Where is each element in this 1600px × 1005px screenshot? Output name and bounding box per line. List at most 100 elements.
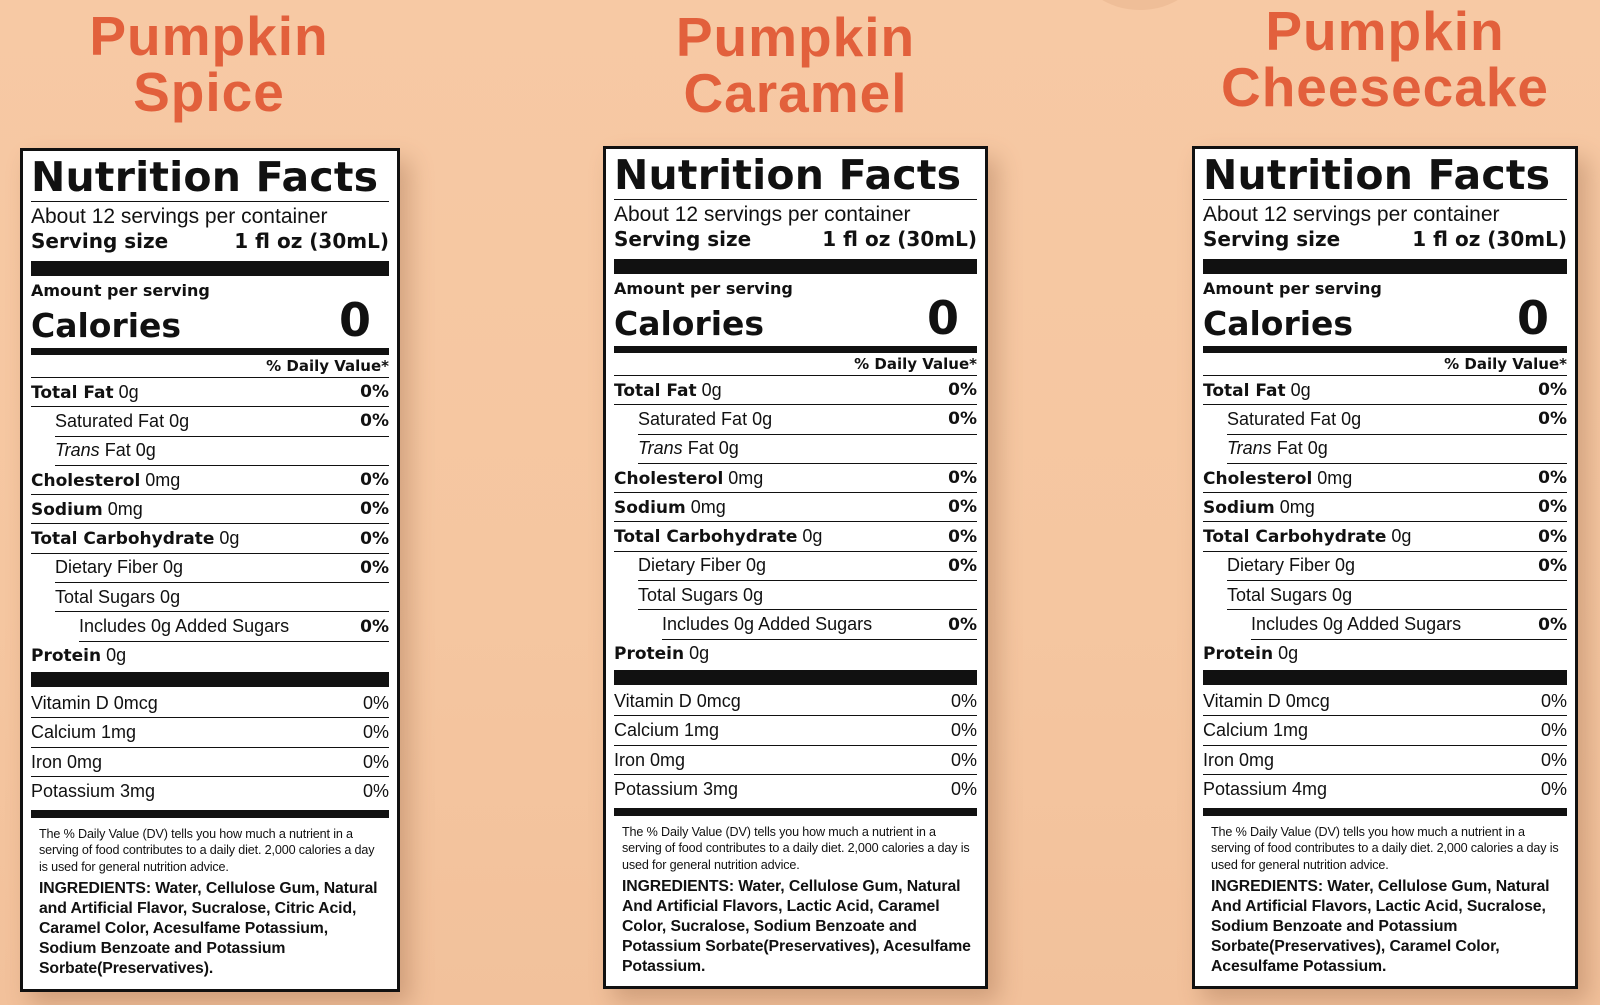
nutrient-name: Total Sugars 0g — [55, 586, 181, 607]
background-decoration — [1080, 0, 1200, 10]
serving-size-label: Serving size — [614, 227, 752, 251]
nutrient-dv: 0% — [360, 499, 389, 520]
nutrition-facts-label: Nutrition Facts About 12 servings per co… — [1192, 146, 1578, 989]
ingredients-text: INGREDIENTS: Water, Cellulose Gum, Natur… — [39, 880, 378, 978]
nutrient-dv: 0% — [948, 526, 977, 547]
nutrient-list: Total Fat 0g 0% Saturated Fat 0g 0% Tran… — [614, 376, 977, 668]
nutrient-row-saturated-fat: Saturated Fat 0g 0% — [55, 407, 389, 437]
serving-size-value: 1 fl oz (30mL) — [1412, 227, 1567, 251]
vitamin-dv: 0% — [362, 751, 389, 772]
nutrient-name: Fat 0g — [1276, 438, 1328, 459]
vitamin-row: Potassium 3mg 0% — [31, 777, 389, 806]
daily-value-header: % Daily Value* — [1203, 353, 1567, 376]
nutrient-dv: 0% — [948, 497, 977, 518]
nutrient-name: Sodium — [1203, 497, 1275, 518]
vitamin-row: Vitamin D 0mcg 0% — [1203, 687, 1567, 717]
vitamin-list: Vitamin D 0mcg 0% Calcium 1mg 0% Iron 0mg 0… — [614, 687, 977, 804]
servings-per-container: About 12 servings per container — [1203, 203, 1500, 226]
nutrient-name: Saturated Fat 0g — [638, 408, 773, 429]
nutrient-name: Saturated Fat 0g — [55, 410, 190, 431]
medium-divider — [614, 346, 977, 353]
vitamin-row: Iron 0mg 0% — [1203, 746, 1567, 776]
serving-size-label: Serving size — [1203, 227, 1341, 251]
nutrient-dv: 0% — [1538, 409, 1567, 430]
nutrient-row-total-carbohydrate: Total Carbohydrate 0g 0% — [614, 522, 977, 552]
vitamin-dv: 0% — [950, 690, 977, 711]
nutrient-name: Cholesterol — [1203, 468, 1313, 489]
serving-size-row: Serving size 1 fl oz (30mL) — [614, 227, 977, 251]
daily-value-footnote: The % Daily Value (DV) tells you how muc… — [1211, 824, 1559, 872]
nutrition-facts-title: Nutrition Facts — [1203, 153, 1567, 200]
vitamin-name: Calcium 1mg — [614, 720, 720, 741]
vitamin-row: Vitamin D 0mcg 0% — [614, 687, 977, 717]
nutrient-amount: 0mg — [728, 467, 764, 488]
nutrient-row-total-sugars: Total Sugars 0g — [1227, 581, 1567, 611]
nutrient-dv: 0% — [1538, 468, 1567, 489]
amount-per-serving: Amount per serving — [614, 279, 793, 298]
nutrient-name: Sodium — [614, 497, 686, 518]
vitamin-name: Calcium 1mg — [1203, 720, 1309, 741]
medium-divider — [31, 348, 389, 355]
nutrient-row-total-fat: Total Fat 0g 0% — [1203, 376, 1567, 406]
product-title-line2: Spice — [133, 61, 285, 123]
nutrient-row-cholesterol: Cholesterol 0mg 0% — [31, 466, 389, 496]
vitamin-list: Vitamin D 0mcg 0% Calcium 1mg 0% Iron 0mg 0… — [1203, 687, 1567, 804]
nutrient-name: Total Fat — [614, 380, 697, 401]
nutrient-dv: 0% — [1538, 526, 1567, 547]
nutrient-name: Fat 0g — [104, 440, 156, 461]
vitamin-row: Calcium 1mg 0% — [1203, 716, 1567, 746]
serving-size-label: Serving size — [31, 229, 169, 253]
nutrient-name: Total Fat — [31, 382, 114, 403]
nutrient-dv: 0% — [360, 528, 389, 549]
vitamin-dv: 0% — [950, 779, 977, 800]
nutrient-name: Total Carbohydrate — [31, 529, 215, 550]
daily-value-header: % Daily Value* — [31, 355, 389, 378]
nutrient-amount: 0mg — [1317, 467, 1353, 488]
vitamin-dv: 0% — [1540, 749, 1567, 770]
nutrient-dv: 0% — [360, 411, 389, 432]
nutrient-name: Cholesterol — [614, 468, 724, 489]
nutrient-amount: 0mg — [1279, 496, 1315, 517]
ingredients-text: INGREDIENTS: Water, Cellulose Gum, Natur… — [1211, 878, 1550, 976]
serving-size-value: 1 fl oz (30mL) — [822, 227, 977, 251]
vitamin-dv: 0% — [362, 722, 389, 743]
serving-size-row: Serving size 1 fl oz (30mL) — [1203, 227, 1567, 251]
product-title-line2: Caramel — [683, 62, 908, 124]
nutrient-row-total-sugars: Total Sugars 0g — [638, 581, 977, 611]
nutrient-dv: 0% — [1538, 497, 1567, 518]
nutrient-amount: 0g — [689, 643, 710, 664]
vitamin-dv: 0% — [362, 781, 389, 802]
nutrient-name: Dietary Fiber 0g — [638, 555, 767, 576]
nutrient-dv: 0% — [360, 470, 389, 491]
calories-value: 0 — [926, 291, 959, 345]
nutrient-row-added-sugars: Includes 0g Added Sugars 0% — [1251, 610, 1567, 640]
nutrient-row-sodium: Sodium 0mg 0% — [1203, 493, 1567, 523]
amount-per-serving: Amount per serving — [31, 281, 210, 300]
nutrient-row-dietary-fiber: Dietary Fiber 0g 0% — [638, 552, 977, 582]
nutrient-row-protein: Protein 0g — [1203, 640, 1567, 668]
ingredients-text: INGREDIENTS: Water, Cellulose Gum, Natur… — [622, 878, 971, 976]
nutrient-amount: 0g — [1391, 526, 1412, 547]
daily-value-footnote: The % Daily Value (DV) tells you how muc… — [39, 826, 375, 874]
vitamin-name: Vitamin D 0mcg — [1203, 690, 1330, 711]
nutrient-name: Saturated Fat 0g — [1227, 408, 1362, 429]
medium-divider — [31, 809, 389, 818]
vitamin-list: Vitamin D 0mcg 0% Calcium 1mg 0% Iron 0mg 0… — [31, 689, 389, 806]
nutrient-dv: 0% — [948, 468, 977, 489]
nutrition-facts-title: Nutrition Facts — [614, 153, 977, 200]
vitamin-name: Iron 0mg — [1203, 749, 1275, 770]
product-title-line2: Cheesecake — [1220, 56, 1550, 118]
vitamin-name: Potassium 4mg — [1203, 779, 1328, 800]
product-title: Pumpkin Cheesecake — [1192, 3, 1578, 115]
nutrition-facts-label: Nutrition Facts About 12 servings per co… — [603, 146, 988, 989]
nutrient-row-saturated-fat: Saturated Fat 0g 0% — [1227, 405, 1567, 435]
nutrient-amount: 0mg — [107, 498, 143, 519]
nutrient-name-italic: Trans — [55, 440, 100, 461]
vitamin-name: Vitamin D 0mcg — [614, 690, 741, 711]
vitamin-dv: 0% — [950, 720, 977, 741]
nutrient-row-total-sugars: Total Sugars 0g — [55, 583, 389, 613]
thick-divider — [1203, 259, 1567, 274]
daily-value-footnote: The % Daily Value (DV) tells you how muc… — [622, 824, 970, 872]
nutrient-name: Protein — [1203, 644, 1274, 665]
nutrient-amount: 0g — [219, 528, 240, 549]
